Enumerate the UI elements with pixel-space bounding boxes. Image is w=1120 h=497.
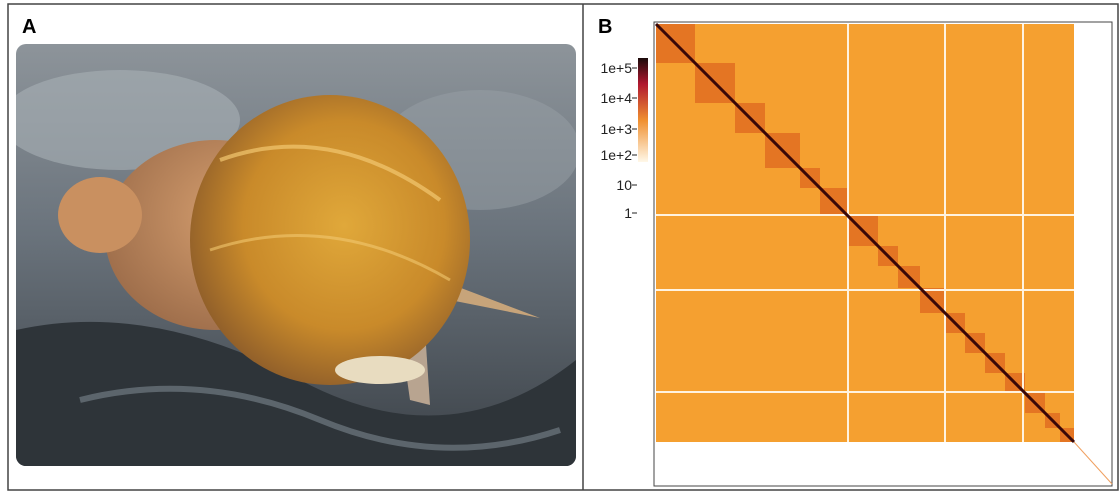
colorbar-tick-label: 1 xyxy=(624,205,632,221)
figure: A B 1e+5 1e+4 1e+3 1e+2 10 1 xyxy=(0,0,1120,492)
contact-map xyxy=(654,22,1112,486)
body: {"panels": [{"label": "A"}, {"label": "B… xyxy=(0,0,1120,492)
panel-label: B xyxy=(598,16,612,38)
colorbar-tick-label: 1e+4 xyxy=(600,90,632,106)
panel-label: A xyxy=(22,16,36,38)
colorbar-ticks: 1e+5 1e+4 1e+3 1e+2 10 1 xyxy=(600,60,637,221)
colorbar-tick-label: 1e+5 xyxy=(600,60,632,76)
page: body { margin: 0; width: 1120px; height:… xyxy=(0,0,1120,492)
colorbar-tick-label: 1e+3 xyxy=(600,121,632,137)
colorbar-tick-label: 10 xyxy=(616,177,632,193)
snail-photo xyxy=(0,44,580,466)
colorbar-tick-label: 1e+2 xyxy=(600,147,632,163)
colorbar xyxy=(638,58,648,162)
